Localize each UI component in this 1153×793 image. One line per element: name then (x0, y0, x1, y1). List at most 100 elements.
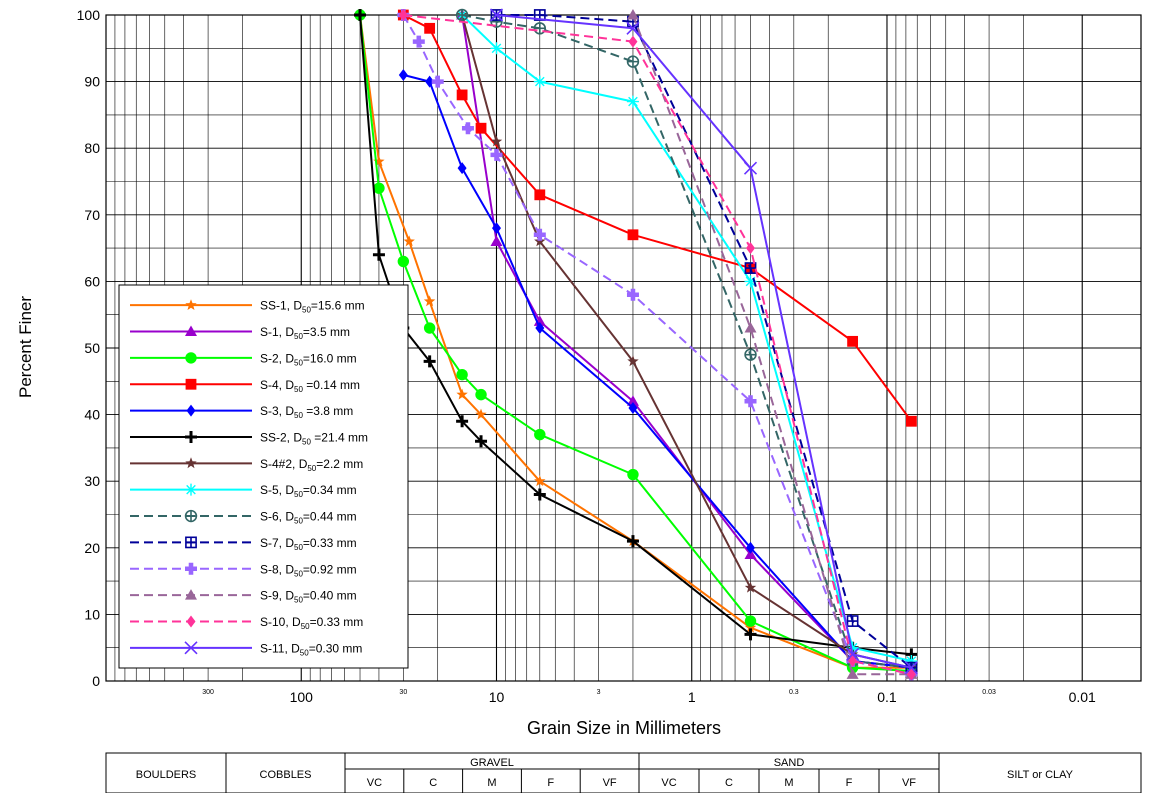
x-tick-label: 10 (489, 689, 505, 705)
y-tick-label: 20 (84, 540, 100, 556)
x-axis-label: Grain Size in Millimeters (527, 718, 721, 738)
data-point (398, 68, 408, 81)
x-minor-tick-label: 3 (597, 689, 601, 696)
series-line (461, 14, 912, 662)
x-minor-tick-label: 0.03 (982, 689, 996, 696)
legend-item: S-2, D50=16.0 mm (130, 351, 357, 367)
y-tick-label: 100 (77, 7, 101, 23)
x-tick-label: 1 (688, 689, 696, 705)
legend-label: S-11, D50=0.30 mm (260, 641, 362, 657)
data-point (534, 428, 546, 441)
data-point (626, 95, 639, 108)
classification-table: BOULDERS COBBLES GRAVEL SAND SILT or CLAY VC C… (105, 752, 1142, 793)
data-point (475, 122, 487, 134)
data-point (456, 368, 468, 381)
data-point (475, 408, 487, 420)
data-point (398, 9, 408, 21)
legend-item: S-8, D50=0.92 mm (130, 562, 357, 578)
data-point (185, 299, 197, 310)
data-point (628, 401, 638, 414)
data-point (425, 75, 435, 88)
x-minor-tick-label: 300 (202, 689, 214, 696)
x-minor-tick-label: 0.3 (789, 689, 799, 696)
data-point (403, 235, 415, 247)
legend-item: S-3, D50 =3.8 mm (130, 404, 353, 420)
series-line (461, 14, 912, 669)
series-10 (397, 9, 918, 681)
data-point (906, 668, 916, 681)
data-point (184, 641, 198, 655)
series-line (402, 14, 912, 676)
gravel-sub-label: VF (603, 777, 617, 789)
legend-item: S-4, D50 =0.14 mm (130, 378, 360, 394)
legend-label: S-1, D50=3.5 mm (260, 325, 350, 341)
data-point (456, 388, 468, 400)
data-point (475, 388, 487, 401)
data-point (744, 262, 757, 274)
data-point (423, 295, 436, 307)
data-point (626, 395, 639, 406)
gravel-sub-label: VC (367, 777, 382, 789)
y-tick-label: 0 (92, 673, 100, 689)
data-point (746, 541, 756, 554)
gravel-sub-label: M (487, 777, 496, 789)
class-frame (105, 752, 1142, 793)
data-point (744, 581, 757, 593)
boulders-label: BOULDERS (136, 769, 197, 781)
data-point (534, 235, 546, 247)
data-point (846, 668, 859, 679)
y-tick-label: 30 (84, 473, 100, 489)
legend: SS-1, D50=15.6 mm S-1, D50=3.5 mm S-2, D50… (118, 284, 409, 669)
data-point (431, 75, 444, 88)
y-tick-label: 90 (84, 74, 100, 90)
data-point (744, 615, 757, 627)
series-line (403, 73, 912, 669)
x-tick-label: 0.01 (1069, 689, 1096, 705)
data-point (456, 415, 469, 428)
data-point (627, 355, 639, 367)
legend-item: S-10, D50=0.33 mm (130, 615, 363, 631)
legend-item: S-6, D50=0.44 mm (130, 510, 357, 526)
data-point (626, 288, 639, 301)
data-point (848, 655, 858, 668)
data-point (412, 35, 425, 48)
data-point (373, 155, 385, 167)
gravel-sub-label: F (547, 777, 554, 789)
data-point (491, 222, 501, 235)
data-point (846, 641, 859, 654)
legend-label: S-2, D50=16.0 mm (260, 351, 357, 367)
legend-box (118, 284, 409, 669)
data-point (744, 621, 757, 633)
legend-label: S-10, D50=0.33 mm (260, 615, 363, 631)
data-point (184, 509, 198, 523)
y-tick-label: 10 (84, 606, 100, 622)
data-point (490, 235, 503, 246)
data-point (490, 42, 503, 55)
y-axis-label: Percent Finer (16, 296, 35, 398)
x-tick-label: 100 (290, 689, 314, 705)
series-line (359, 14, 912, 669)
data-point (372, 248, 385, 261)
data-point (744, 322, 757, 333)
data-point (373, 182, 385, 194)
y-tick-label: 70 (84, 207, 100, 223)
sand-sub-label: C (725, 777, 733, 789)
data-point (626, 55, 640, 68)
data-point (423, 355, 436, 368)
legend-item: SS-2, D50 =21.4 mm (130, 430, 368, 446)
series-layer (354, 8, 918, 681)
data-point (626, 9, 639, 20)
legend-label: S-8, D50=0.92 mm (260, 562, 357, 578)
data-point (185, 536, 197, 549)
data-point (905, 415, 917, 427)
legend-item: S-11, D50=0.30 mm (130, 641, 362, 657)
sand-label: SAND (774, 757, 805, 769)
data-point (533, 75, 546, 88)
x-tick-label: 0.1 (877, 689, 897, 705)
data-point (185, 430, 197, 443)
series-line (461, 14, 912, 669)
data-point (534, 475, 546, 487)
sand-sub-label: M (784, 777, 793, 789)
data-point (847, 335, 858, 347)
data-point (846, 615, 859, 627)
